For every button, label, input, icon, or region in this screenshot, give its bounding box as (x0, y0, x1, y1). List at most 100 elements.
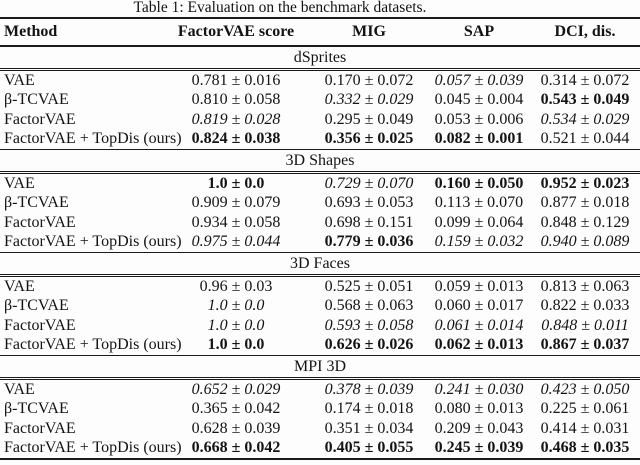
value-cell: 0.626 ± 0.026 (324, 336, 414, 354)
value-cell: 0.295 ± 0.049 (324, 110, 414, 128)
value-cell: 0.405 ± 0.055 (324, 439, 414, 457)
method-cell: FactorVAE + TopDis (ours) (4, 233, 182, 251)
value-cell: 1.0 ± 0.0 (207, 336, 265, 354)
column-header-factorvae-score: FactorVAE score (162, 18, 310, 47)
value-cell: 1.0 ± 0.0 (207, 174, 265, 192)
value-cell: 0.813 ± 0.063 (540, 277, 630, 295)
table-row-vae: VAE 0.781 ± 0.016 0.170 ± 0.072 0.057 ± 0.0… (0, 70, 640, 91)
value-cell: 0.314 ± 0.072 (540, 71, 630, 89)
table-caption: Table 1: Evaluation on the benchmark dat… (133, 0, 427, 16)
value-cell: 0.059 ± 0.013 (434, 277, 524, 295)
value-cell: 0.693 ± 0.053 (324, 194, 414, 212)
method-cell: FactorVAE + TopDis (ours) (4, 336, 182, 354)
value-cell: 0.628 ± 0.039 (191, 419, 281, 437)
method-cell: FactorVAE (4, 213, 76, 231)
value-cell: 0.245 ± 0.039 (434, 439, 524, 457)
table-row-vae: VAE 1.0 ± 0.0 0.729 ± 0.070 0.160 ± 0.050 0.… (0, 173, 640, 194)
table-row-factorvae: FactorVAE 1.0 ± 0.0 0.593 ± 0.058 0.061 ± 0… (0, 316, 640, 336)
table-row-tcvae: β-TCVAE 0.365 ± 0.042 0.174 ± 0.018 0.080 ±… (0, 400, 640, 420)
value-cell: 0.668 ± 0.042 (191, 439, 281, 457)
value-cell: 0.225 ± 0.061 (540, 400, 630, 418)
column-header-dci-dis: DCI, dis. (530, 18, 640, 47)
value-cell: 0.332 ± 0.029 (324, 91, 414, 109)
value-cell: 0.356 ± 0.025 (324, 130, 414, 148)
value-cell: 0.729 ± 0.070 (324, 174, 414, 192)
table-row-factorvae-topdis-ours: FactorVAE + TopDis (ours) 0.668 ± 0.042 0.… (0, 439, 640, 460)
table-caption-row: Table 1: Evaluation on the benchmark dat… (0, 0, 560, 17)
table-row-factorvae: FactorVAE 0.628 ± 0.039 0.351 ± 0.034 0.209… (0, 419, 640, 439)
value-cell: 0.534 ± 0.029 (540, 110, 630, 128)
value-cell: 0.521 ± 0.044 (540, 130, 630, 148)
value-cell: 0.113 ± 0.070 (434, 194, 524, 212)
method-cell: FactorVAE (4, 316, 76, 334)
method-cell: FactorVAE + TopDis (ours) (4, 439, 182, 457)
value-cell: 0.779 ± 0.036 (324, 233, 414, 251)
method-cell: FactorVAE (4, 419, 76, 437)
value-cell: 0.080 ± 0.013 (434, 400, 524, 418)
table-row-factorvae: FactorVAE 0.934 ± 0.058 0.698 ± 0.151 0.099… (0, 213, 640, 233)
table-row-factorvae: FactorVAE 0.819 ± 0.028 0.295 ± 0.049 0.053… (0, 110, 640, 130)
column-header-sap: SAP (428, 18, 530, 47)
value-cell: 0.378 ± 0.039 (324, 380, 414, 398)
value-cell: 0.593 ± 0.058 (324, 316, 414, 334)
section-label-3d-shapes: 3D Shapes (0, 149, 640, 174)
value-cell: 0.351 ± 0.034 (324, 419, 414, 437)
value-cell: 0.423 ± 0.050 (540, 380, 630, 398)
benchmark-results-table: Method FactorVAE score MIG SAP DCI, dis. dSp… (0, 17, 640, 460)
value-cell: 0.952 ± 0.023 (540, 174, 630, 192)
value-cell: 0.652 ± 0.029 (191, 380, 281, 398)
value-cell: 0.060 ± 0.017 (434, 297, 524, 315)
table-row-factorvae-topdis-ours: FactorVAE + TopDis (ours) 0.975 ± 0.044 0.… (0, 233, 640, 253)
table-row-vae: VAE 0.96 ± 0.03 0.525 ± 0.051 0.059 ± 0.013… (0, 276, 640, 297)
value-cell: 0.877 ± 0.018 (540, 194, 630, 212)
value-cell: 0.698 ± 0.151 (324, 213, 414, 231)
value-cell: 0.940 ± 0.089 (540, 233, 630, 251)
value-cell: 0.174 ± 0.018 (324, 400, 414, 418)
value-cell: 0.159 ± 0.032 (434, 233, 524, 251)
value-cell: 1.0 ± 0.0 (207, 316, 265, 334)
value-cell: 0.568 ± 0.063 (324, 297, 414, 315)
method-cell: FactorVAE + TopDis (ours) (4, 130, 182, 148)
dataset-section-row: MPI 3D (0, 355, 640, 380)
value-cell: 0.241 ± 0.030 (434, 380, 524, 398)
table-row-factorvae-topdis-ours: FactorVAE + TopDis (ours) 1.0 ± 0.0 0.626 … (0, 336, 640, 356)
value-cell: 0.099 ± 0.064 (434, 213, 524, 231)
value-cell: 0.909 ± 0.079 (191, 194, 281, 212)
section-label-dsprites: dSprites (0, 45, 640, 71)
value-cell: 0.057 ± 0.039 (434, 71, 524, 89)
value-cell: 0.867 ± 0.037 (540, 336, 630, 354)
column-header-method: Method (0, 18, 162, 47)
value-cell: 0.781 ± 0.016 (191, 71, 281, 89)
value-cell: 0.934 ± 0.058 (191, 213, 281, 231)
value-cell: 0.053 ± 0.006 (434, 110, 524, 128)
method-cell: β-TCVAE (4, 400, 69, 418)
table-header: Method FactorVAE score MIG SAP DCI, dis. (0, 18, 640, 47)
value-cell: 0.848 ± 0.011 (541, 316, 629, 334)
value-cell: 0.082 ± 0.001 (434, 130, 524, 148)
method-cell: VAE (4, 277, 35, 295)
value-cell: 0.062 ± 0.013 (434, 336, 524, 354)
section-label-mpi-3d: MPI 3D (0, 355, 640, 380)
value-cell: 0.209 ± 0.043 (434, 419, 524, 437)
method-cell: β-TCVAE (4, 297, 69, 315)
value-cell: 0.822 ± 0.033 (540, 297, 630, 315)
dataset-section-row: 3D Faces (0, 252, 640, 277)
method-cell: β-TCVAE (4, 91, 69, 109)
value-cell: 0.819 ± 0.028 (191, 110, 281, 128)
table-row-vae: VAE 0.652 ± 0.029 0.378 ± 0.039 0.241 ± 0.0… (0, 379, 640, 400)
header-row: Method FactorVAE score MIG SAP DCI, dis. (0, 18, 640, 47)
value-cell: 0.848 ± 0.129 (540, 213, 630, 231)
dataset-section-row: 3D Shapes (0, 149, 640, 174)
column-header-mig: MIG (310, 18, 428, 47)
value-cell: 0.525 ± 0.051 (324, 277, 414, 295)
value-cell: 0.468 ± 0.035 (540, 439, 630, 457)
value-cell: 0.414 ± 0.031 (540, 419, 630, 437)
value-cell: 0.365 ± 0.042 (191, 400, 281, 418)
value-cell: 0.045 ± 0.004 (434, 91, 524, 109)
table-row-factorvae-topdis-ours: FactorVAE + TopDis (ours) 0.824 ± 0.038 0.… (0, 130, 640, 150)
value-cell: 0.824 ± 0.038 (191, 130, 281, 148)
value-cell: 0.061 ± 0.014 (434, 316, 524, 334)
value-cell: 0.160 ± 0.050 (434, 174, 524, 192)
table-body: dSprites VAE 0.781 ± 0.016 0.170 ± 0.072 0.0… (0, 45, 640, 460)
